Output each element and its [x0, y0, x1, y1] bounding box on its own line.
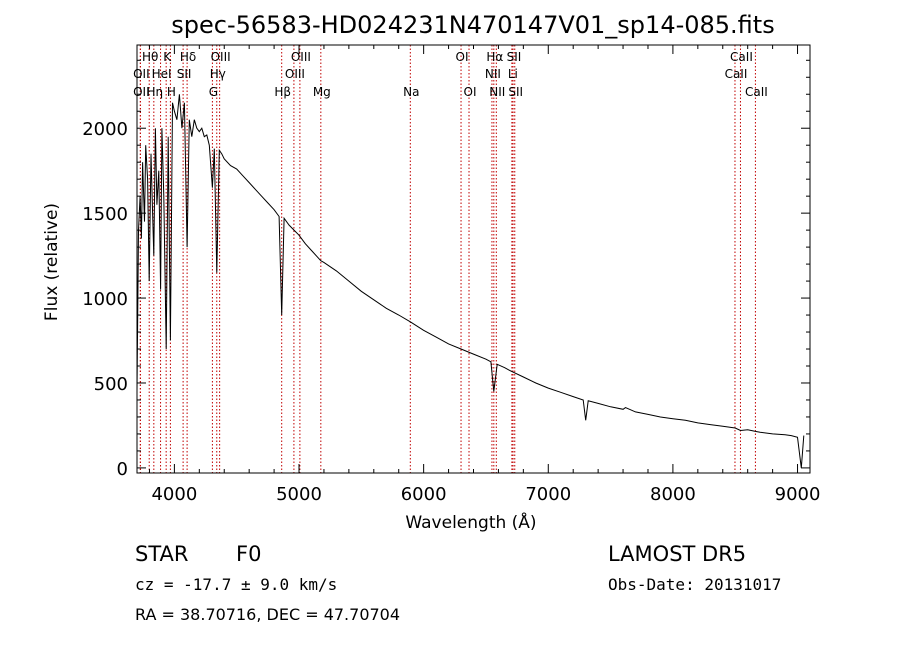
spectral-line-label: Na: [403, 85, 419, 99]
spectral-line-label: NII: [489, 85, 505, 99]
spectral-line-label: OIII: [211, 50, 231, 64]
plot-frame: [136, 44, 811, 474]
x-tick-label: 4000: [151, 484, 197, 505]
spectral-line-label: Hη: [147, 85, 164, 99]
spectral-line-label: OII: [133, 67, 150, 81]
spectral-line-label: G: [209, 85, 218, 99]
spectral-line-label: Li: [508, 67, 518, 81]
spectral-line-markers: [139, 45, 756, 473]
x-tick-label: 8000: [650, 484, 696, 505]
spectral-line-label: HeI: [152, 67, 172, 81]
spectral-line-label: CaII: [745, 85, 768, 99]
spectral-line-label: SII: [177, 67, 192, 81]
x-axis-ticks: 4000 5000 6000 7000 8000 9000: [148, 45, 821, 505]
spectral-line-label: CaII: [725, 67, 748, 81]
chart-title: spec-56583-HD024231N470147V01_sp14-085.f…: [171, 11, 774, 39]
y-tick-label: 1500: [82, 204, 128, 225]
spectral-line-label: OIII: [291, 50, 311, 64]
x-tick-label: 7000: [525, 484, 571, 505]
spectral-line-label: H: [167, 85, 176, 99]
observation-date: Obs-Date: 20131017: [608, 575, 781, 594]
object-class: STAR: [135, 542, 188, 566]
redshift-value: cz = -17.7 ± 9.0 km/s: [135, 575, 337, 594]
x-tick-label: 9000: [775, 484, 821, 505]
spectral-line-label: Hα: [486, 50, 503, 64]
survey-name: LAMOST DR5: [608, 542, 746, 566]
x-tick-label: 6000: [401, 484, 447, 505]
object-subclass: F0: [236, 542, 261, 566]
spectral-line-label: Mg: [313, 85, 331, 99]
spectrum-trace: [136, 94, 805, 468]
y-tick-label: 500: [94, 374, 128, 395]
y-tick-label: 0: [117, 459, 128, 480]
spectral-line-label: Hθ: [142, 50, 158, 64]
coordinates: RA = 38.70716, DEC = 47.70704: [135, 605, 400, 624]
spectral-line-label: Hγ: [210, 67, 226, 81]
x-axis-label: Wavelength (Å): [405, 511, 536, 533]
y-axis-ticks: 0 500 1000 1500 2000: [82, 59, 810, 480]
x-tick-label: 5000: [276, 484, 322, 505]
spectral-line-label: Hδ: [180, 50, 196, 64]
y-axis-label: Flux (relative): [42, 203, 62, 321]
y-tick-label: 1000: [82, 289, 128, 310]
spectral-line-label: OIII: [285, 67, 305, 81]
spectral-line-label: K: [163, 50, 172, 64]
spectral-line-label: SII: [508, 85, 523, 99]
spectral-line-labels: Hθ K Hδ OIII OIII OI Hα SII CaII OII HeI SII Hγ OIII N…: [133, 50, 768, 99]
spectral-line-label: SII: [507, 50, 522, 64]
y-tick-label: 2000: [82, 119, 128, 140]
spectral-line-label: NII: [485, 67, 501, 81]
spectral-line-label: OI: [464, 85, 477, 99]
spectral-line-label: Hβ: [274, 85, 291, 99]
spectral-line-label: CaII: [730, 50, 753, 64]
spectral-line-label: OI: [456, 50, 469, 64]
